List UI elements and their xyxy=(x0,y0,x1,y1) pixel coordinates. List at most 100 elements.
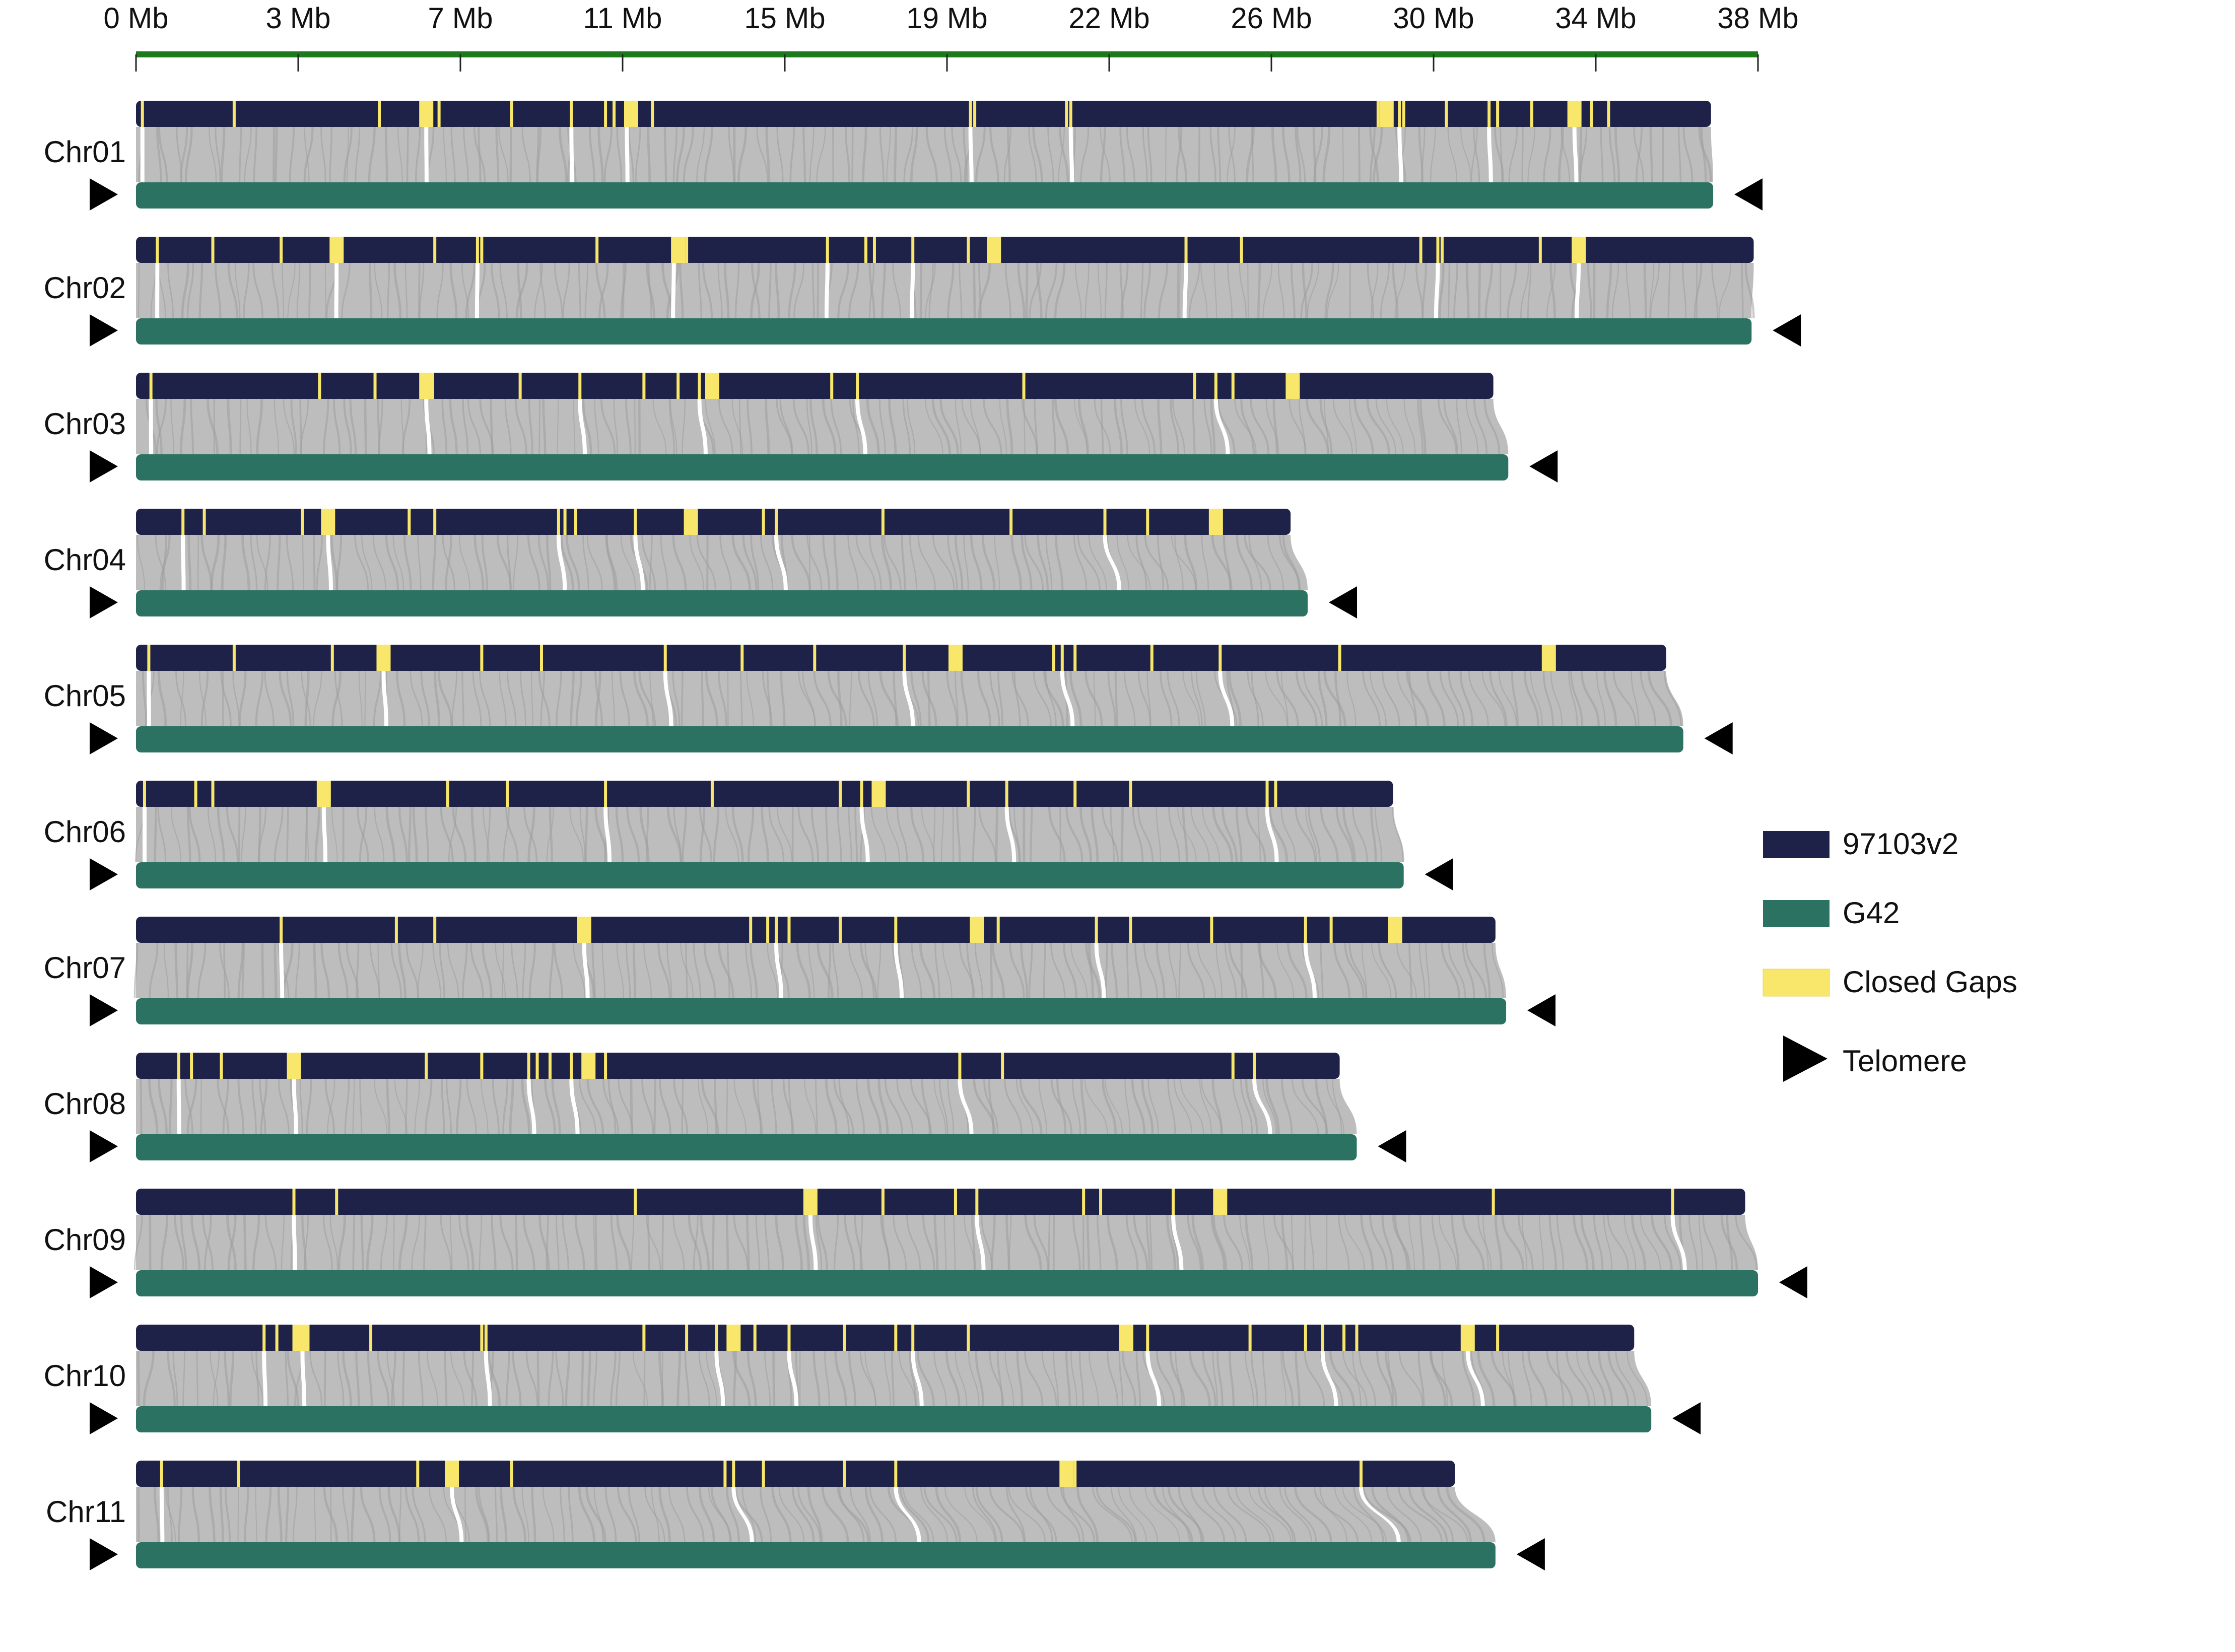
synteny-link xyxy=(499,1214,514,1271)
telomere-right-icon xyxy=(1378,1130,1406,1162)
synteny-link xyxy=(711,1214,715,1271)
synteny-link xyxy=(1239,1214,1250,1271)
telomere-left-icon xyxy=(90,858,118,890)
synteny-link xyxy=(1114,398,1123,455)
synteny-link xyxy=(514,398,527,455)
synteny-link xyxy=(167,1486,173,1543)
synteny-link xyxy=(1418,942,1426,999)
synteny-link xyxy=(1007,126,1011,183)
synteny-link xyxy=(731,534,752,591)
synteny-link xyxy=(938,1078,949,1135)
alignment-gap xyxy=(484,1351,492,1406)
synteny-link xyxy=(188,806,201,863)
closed-gap xyxy=(563,509,567,535)
synteny-link xyxy=(1051,398,1056,455)
closed-gap xyxy=(280,237,283,263)
synteny-link xyxy=(830,398,842,455)
synteny-link xyxy=(1124,670,1136,727)
synteny-link xyxy=(199,670,207,727)
synteny-link xyxy=(1667,262,1671,319)
synteny-link xyxy=(989,1486,1025,1543)
synteny-link xyxy=(780,670,786,727)
synteny-link xyxy=(866,1078,882,1135)
synteny-link xyxy=(879,126,885,183)
synteny-link xyxy=(414,1078,420,1135)
closed-gap xyxy=(1541,645,1556,671)
synteny-link xyxy=(364,398,367,455)
synteny-link xyxy=(1580,670,1600,727)
synteny-link xyxy=(1187,942,1205,999)
telomere-right-icon xyxy=(1734,178,1763,211)
synteny-link xyxy=(1144,534,1169,591)
synteny-link xyxy=(1024,1214,1042,1271)
synteny-link xyxy=(645,806,649,863)
ref-chromosome-bar xyxy=(136,509,1291,535)
synteny-link xyxy=(221,534,227,591)
synteny-link xyxy=(822,398,837,455)
synteny-link xyxy=(1106,1214,1118,1271)
synteny-link xyxy=(1477,1214,1492,1271)
closed-gap xyxy=(685,1325,689,1351)
synteny-link xyxy=(1131,1078,1146,1135)
synteny-link xyxy=(1203,398,1212,455)
synteny-link xyxy=(1200,262,1208,319)
synteny-link xyxy=(521,1078,531,1135)
synteny-link xyxy=(638,670,656,727)
ref-chromosome-bar xyxy=(136,373,1494,399)
synteny-link xyxy=(1019,1078,1043,1135)
query-chromosome-bar xyxy=(136,998,1507,1024)
synteny-link xyxy=(500,1486,508,1543)
alignment-gap xyxy=(774,943,784,998)
synteny-link xyxy=(295,942,300,999)
synteny-link xyxy=(320,942,330,999)
closed-gap xyxy=(1073,645,1077,671)
alignment-gap xyxy=(262,1351,268,1406)
synteny-link xyxy=(1465,942,1487,999)
synteny-link xyxy=(733,1078,747,1135)
synteny-link xyxy=(158,126,168,183)
synteny-link xyxy=(633,670,649,727)
synteny-link xyxy=(586,534,603,591)
alignment-gap xyxy=(911,1351,924,1406)
scale-tick-label: 30 Mb xyxy=(1393,2,1474,35)
synteny-link xyxy=(1127,534,1151,591)
synteny-link xyxy=(1101,806,1119,863)
synteny-link xyxy=(557,398,559,455)
synteny-link xyxy=(1118,1350,1124,1407)
synteny-link xyxy=(360,1214,364,1271)
synteny-link xyxy=(1281,1078,1293,1135)
synteny-link xyxy=(1265,1078,1280,1135)
closed-gap xyxy=(316,781,331,807)
synteny-link xyxy=(966,942,974,999)
synteny-link xyxy=(1088,534,1107,591)
alignment-gap xyxy=(714,1351,725,1406)
synteny-link xyxy=(594,398,599,455)
synteny-link xyxy=(1702,1214,1718,1271)
synteny-link xyxy=(198,262,204,319)
synteny-link xyxy=(859,1214,863,1271)
synteny-link xyxy=(1344,942,1365,999)
synteny-link xyxy=(426,1350,439,1407)
synteny-link xyxy=(336,534,343,591)
synteny-link xyxy=(1119,262,1124,319)
synteny-link xyxy=(1048,1214,1051,1271)
synteny-link xyxy=(479,670,491,727)
alignment-gap xyxy=(578,399,587,454)
synteny-link xyxy=(864,1350,876,1407)
synteny-link xyxy=(1568,670,1578,727)
synteny-link xyxy=(616,1214,632,1271)
synteny-link xyxy=(959,942,976,999)
synteny-link xyxy=(1317,670,1328,727)
synteny-link xyxy=(594,1214,598,1271)
synteny-link xyxy=(933,1350,947,1407)
synteny-links xyxy=(137,1350,1648,1407)
synteny-link xyxy=(1121,1350,1136,1407)
synteny-link xyxy=(902,398,911,455)
synteny-link xyxy=(1222,806,1238,863)
synteny-link xyxy=(209,1486,216,1543)
synteny-link xyxy=(1202,806,1221,863)
closed-gap xyxy=(634,1189,637,1215)
synteny-link xyxy=(935,1486,962,1543)
ref-chromosome-bar xyxy=(136,1053,1340,1079)
